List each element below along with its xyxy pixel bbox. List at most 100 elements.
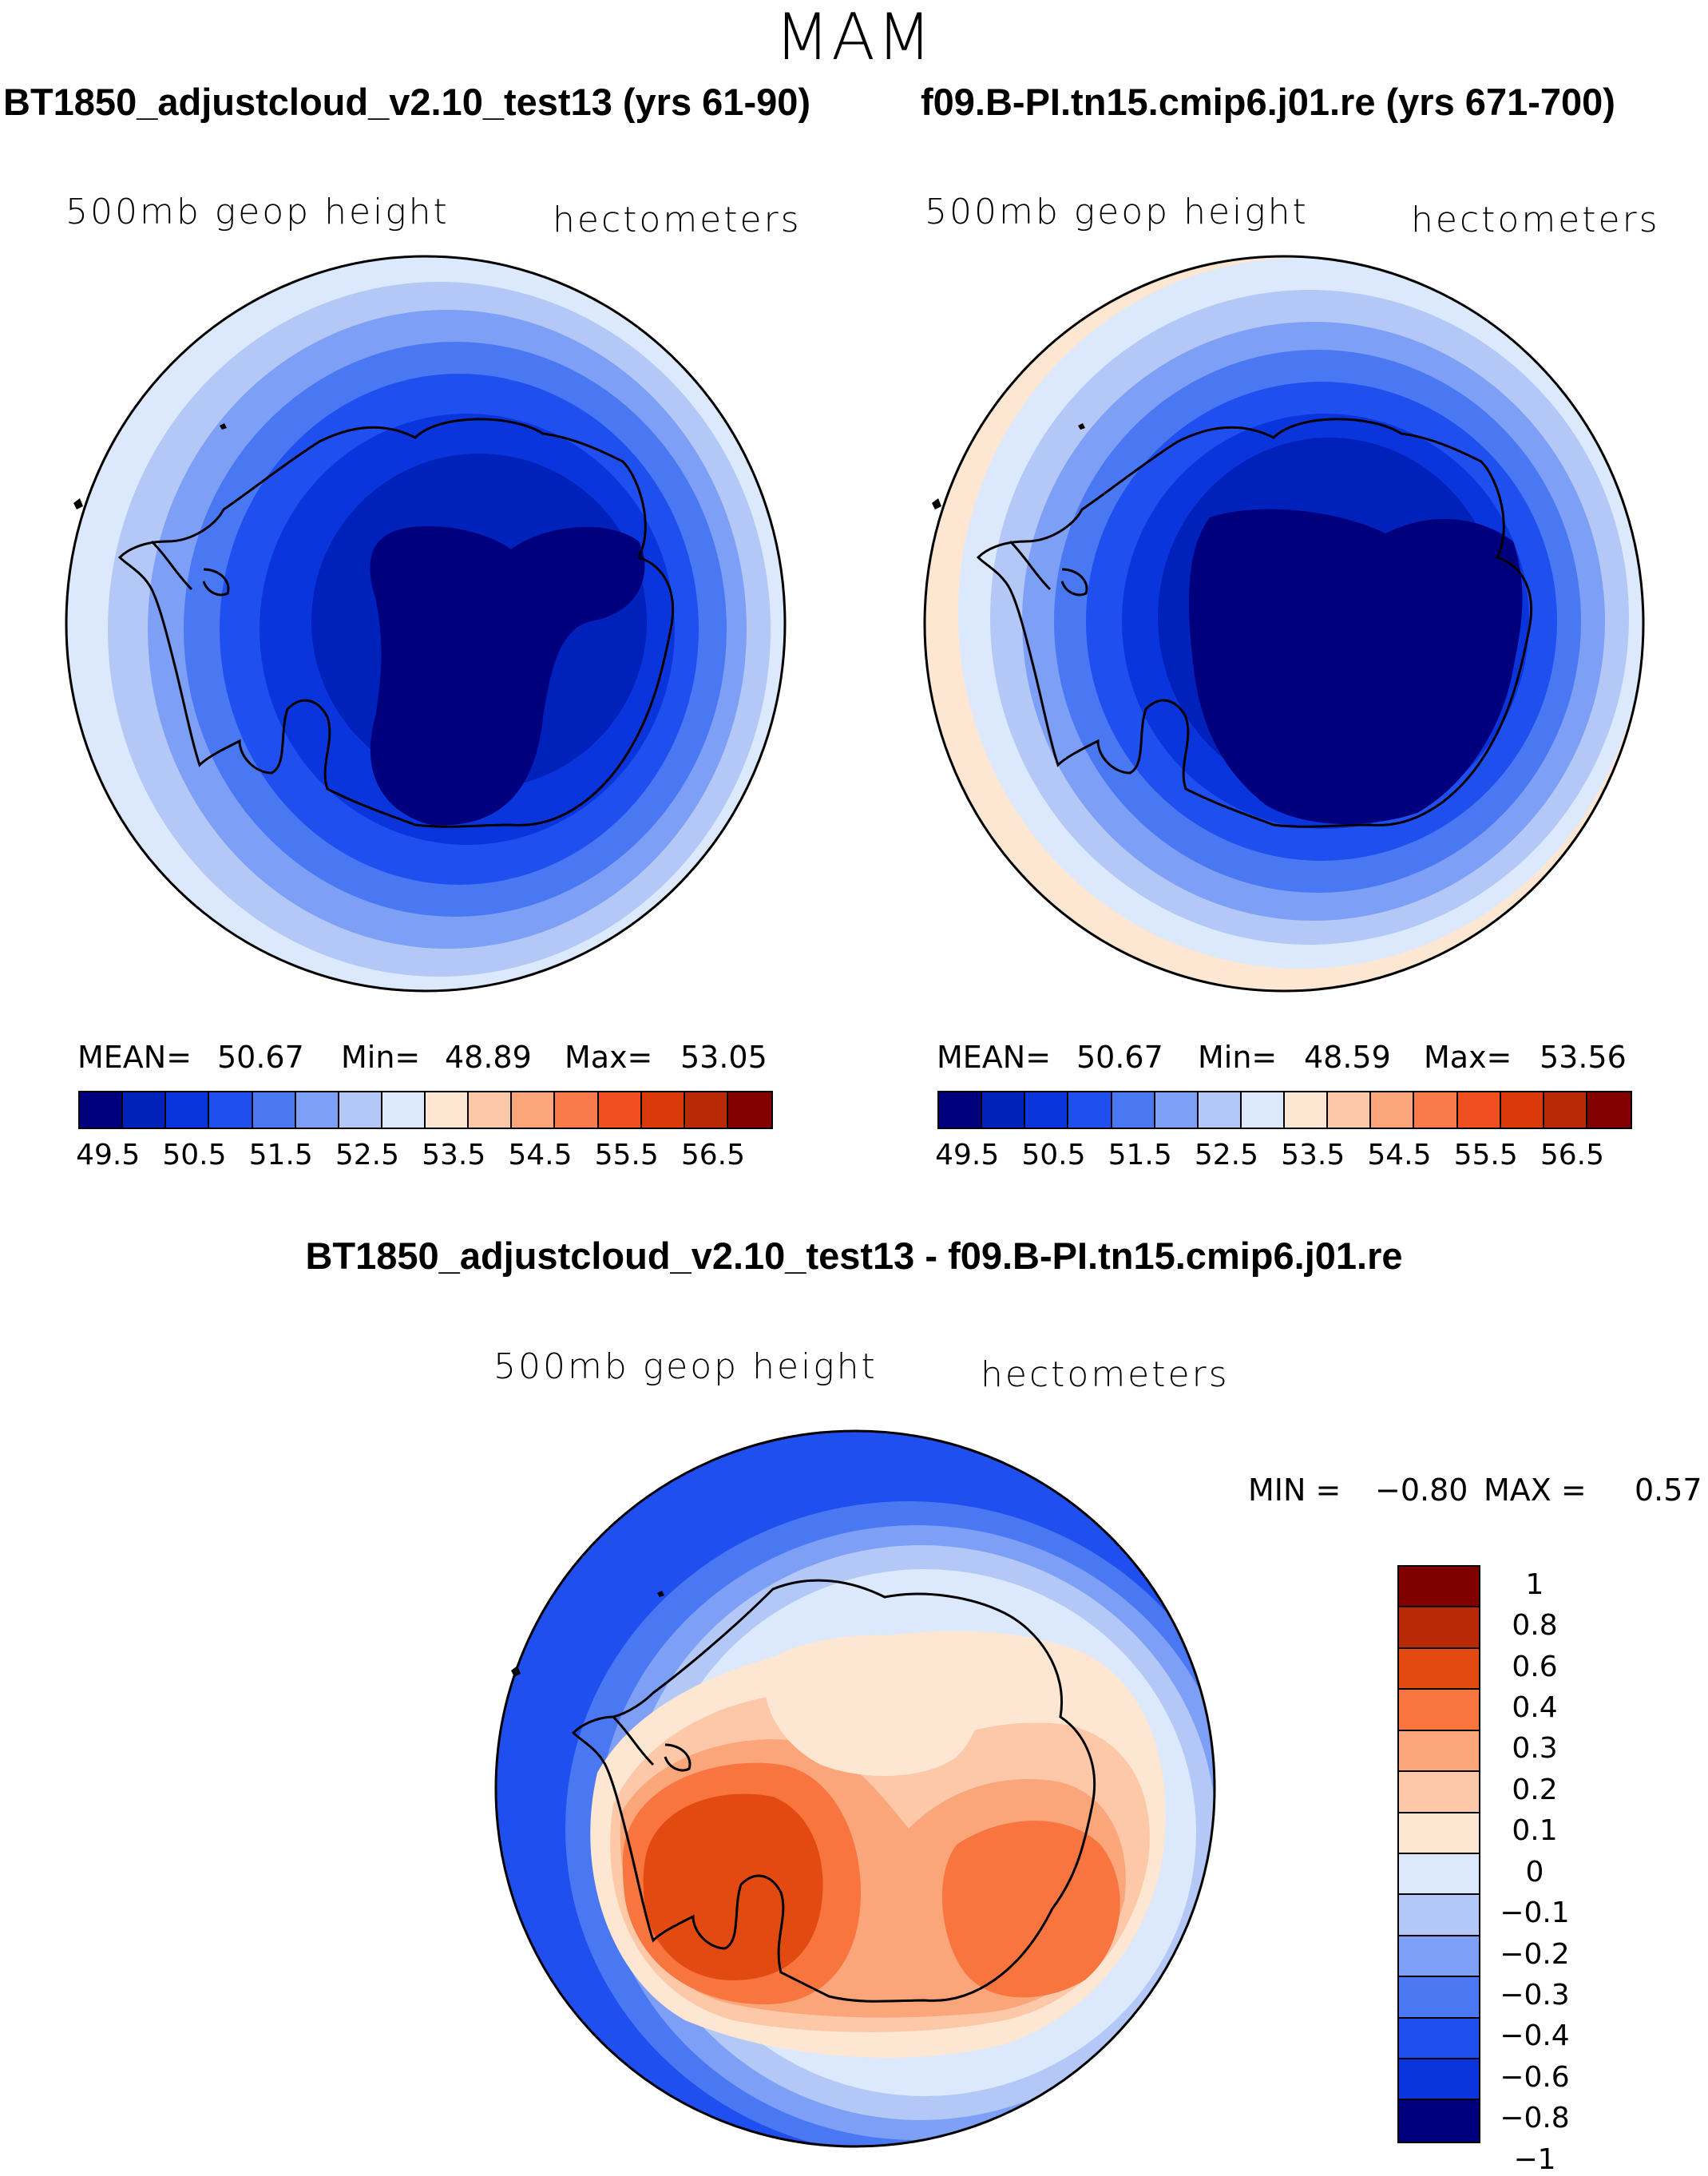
panel-3-colorbar-tick-label: −0.6 <box>1500 2060 1570 2094</box>
panel-3-units-label: hectometers <box>981 1354 1230 1395</box>
panel-1-colorbar-swatch <box>80 1092 124 1128</box>
panel-2-colorbar-swatch <box>939 1092 983 1128</box>
panel-3-colorbar-swatch <box>1399 1853 1479 1896</box>
panel-3-max-label: MAX = <box>1484 1472 1587 1508</box>
panel-3-colorbar-tick-label: 0.8 <box>1512 1609 1558 1643</box>
panel-2-colorbar-swatch <box>1544 1092 1587 1128</box>
panel-1-colorbar-swatch <box>123 1092 167 1128</box>
panel-1-polar-map <box>65 255 787 993</box>
panel-1-units-label: hectometers <box>553 200 802 240</box>
panel-1-min-label: Min= <box>341 1040 421 1075</box>
panel-3-contour-band <box>765 1635 981 1776</box>
panel-2-min-value: 48.59 <box>1304 1040 1391 1075</box>
panel-1-colorbar <box>78 1091 773 1129</box>
panel-3-peninsula-coastline <box>612 1715 692 1772</box>
panel-3-colorbar-ticks: 1 0.8 0.6 0.4 0.3 0.2 0.1 0 −0.1 −0.2 −0.3 −0.4 −0.6… <box>1487 1565 1615 2176</box>
panel-1-colorbar-tick-label: 49.5 <box>76 1139 141 1171</box>
panel-3-colorbar-tick-label: 0.1 <box>1512 1814 1558 1848</box>
panel-2-colorbar-swatch <box>1025 1092 1069 1128</box>
panel-3-colorbar-tick-label: −0.1 <box>1500 1897 1570 1930</box>
panel-3-contour-band <box>643 1794 823 1980</box>
panel-2-colorbar-swatch <box>982 1092 1026 1128</box>
panel-1-colorbar-tick-label: 54.5 <box>508 1139 573 1171</box>
panel-2-variable-label: 500mb geop height <box>925 192 1309 232</box>
panel-1-colorbar-swatch <box>598 1092 642 1128</box>
panel-1-colorbar-swatch <box>166 1092 210 1128</box>
panel-1-colorbar-swatch <box>684 1092 728 1128</box>
panel-3-variable-label: 500mb geop height <box>493 1346 878 1387</box>
panel-2-colorbar <box>937 1091 1632 1129</box>
panel-3-colorbar-tick-label: −1 <box>1513 2142 1556 2176</box>
panel-2-max-label: Max= <box>1424 1040 1512 1075</box>
panel-2-colorbar-swatch <box>1457 1092 1501 1128</box>
panel-2-mean-label: MEAN= <box>937 1040 1052 1075</box>
panel-1-colorbar-swatch <box>555 1092 599 1128</box>
panel-1-colorbar-swatch <box>382 1092 426 1128</box>
panel-1-colorbar-tick-label: 56.5 <box>680 1139 745 1171</box>
panel-3-colorbar-tick-label: −0.4 <box>1500 2019 1570 2053</box>
panel-2-colorbar-tick-label: 52.5 <box>1194 1139 1258 1171</box>
panel-1-colorbar-swatch <box>295 1092 339 1128</box>
panel-3-colorbar-swatch <box>1399 1936 1479 1978</box>
panel-1-mean-value: 50.67 <box>217 1040 304 1075</box>
panel-2-colorbar-swatch <box>1587 1092 1631 1128</box>
panel-3-colorbar-swatch <box>1399 1977 1479 2019</box>
panel-1-colorbar-swatch <box>209 1092 253 1128</box>
panel-3-antarctica-coastline <box>571 1579 1096 2003</box>
panel-2-colorbar-tick-label: 55.5 <box>1453 1139 1518 1171</box>
panel-3-colorbar-tick-label: 0.6 <box>1512 1650 1558 1683</box>
panel-1-colorbar-tick-label: 52.5 <box>335 1139 399 1171</box>
panel-2-antarctica-coastline <box>976 418 1533 828</box>
panel-1-map-border <box>65 255 787 993</box>
panel-3-colorbar-tick-label: 1 <box>1525 1568 1544 1601</box>
panel-1-title: BT1850_adjustcloud_v2.10_test13 (yrs 61-… <box>3 81 811 123</box>
panel-3-colorbar-tick-label: 0.2 <box>1512 1773 1558 1806</box>
panel-1-colorbar-swatch <box>339 1092 382 1128</box>
panel-3-colorbar-tick-label: 0.3 <box>1512 1732 1558 1766</box>
panel-1-max-value: 53.05 <box>680 1040 767 1075</box>
panel-1-colorbar-swatch <box>252 1092 296 1128</box>
panel-2-colorbar-swatch <box>1198 1092 1242 1128</box>
panel-2-colorbar-ticks: 49.5 50.5 51.5 52.5 53.5 54.5 55.5 56.5 <box>935 1139 1629 1174</box>
panel-3-polar-map <box>494 1429 1216 2148</box>
panel-3-title: BT1850_adjustcloud_v2.10_test13 - f09.B-… <box>305 1235 1403 1277</box>
panel-2-units-label: hectometers <box>1411 200 1660 240</box>
panel-3-min-label: MIN = <box>1248 1472 1341 1508</box>
panel-2-colorbar-tick-label: 49.5 <box>935 1139 1000 1171</box>
panel-2-max-value: 53.56 <box>1540 1040 1627 1075</box>
panel-3-min-value: −0.80 <box>1375 1472 1468 1508</box>
panel-1-antarctica-coastline <box>117 418 675 828</box>
panel-2-colorbar-tick-label: 54.5 <box>1367 1139 1432 1171</box>
panel-3-colorbar-swatch <box>1399 2018 1479 2060</box>
panel-1-contour-min <box>370 525 645 826</box>
panel-2-colorbar-swatch <box>1328 1092 1372 1128</box>
panel-2-polar-map <box>923 255 1645 993</box>
panel-3-colorbar-swatch <box>1399 1648 1479 1690</box>
panel-1-colorbar-swatch <box>469 1092 513 1128</box>
panel-3-colorbar-swatch <box>1399 1730 1479 1773</box>
panel-2-colorbar-tick-label: 56.5 <box>1540 1139 1604 1171</box>
panel-1-colorbar-swatch <box>512 1092 556 1128</box>
panel-2-colorbar-swatch <box>1112 1092 1155 1128</box>
panel-3-colorbar-tick-label: −0.3 <box>1500 1979 1570 2012</box>
panel-3-colorbar-swatch <box>1399 1607 1479 1649</box>
panel-3-colorbar <box>1397 1565 1480 2143</box>
panel-2-title: f09.B-PI.tn15.cmip6.j01.re (yrs 671-700) <box>921 81 1615 123</box>
panel-3-colorbar-swatch <box>1399 1895 1479 1936</box>
panel-2-colorbar-swatch <box>1414 1092 1458 1128</box>
panel-3-colorbar-swatch <box>1399 2059 1479 2101</box>
panel-2-colorbar-swatch <box>1285 1092 1329 1128</box>
panel-1-colorbar-ticks: 49.5 50.5 51.5 52.5 53.5 54.5 55.5 56.5 <box>76 1139 770 1174</box>
panel-2-contour-min <box>1189 509 1523 824</box>
panel-2-colorbar-swatch <box>1500 1092 1544 1128</box>
panel-3-colorbar-swatch <box>1399 1690 1479 1731</box>
panel-3-colorbar-swatch <box>1399 1813 1479 1854</box>
panel-3-colorbar-tick-label: −0.2 <box>1500 1937 1570 1971</box>
panel-2-colorbar-swatch <box>1155 1092 1199 1128</box>
panel-2-colorbar-tick-label: 51.5 <box>1108 1139 1172 1171</box>
panel-3-colorbar-swatch <box>1399 1772 1479 1813</box>
panel-2-min-label: Min= <box>1198 1040 1278 1075</box>
panel-2-mean-value: 50.67 <box>1076 1040 1163 1075</box>
panel-3-contour-band <box>941 1821 1120 1998</box>
panel-2-colorbar-swatch <box>1371 1092 1415 1128</box>
